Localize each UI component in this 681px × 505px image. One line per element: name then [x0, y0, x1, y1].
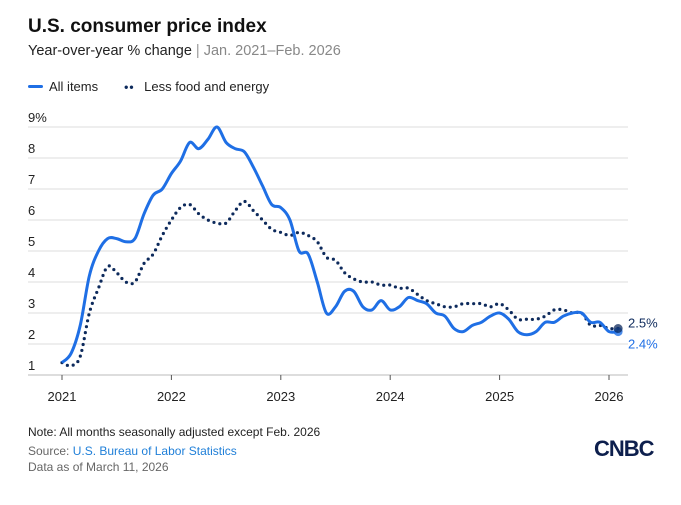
x-tick-label: 2024: [376, 389, 405, 404]
y-tick-label: 9%: [28, 110, 47, 125]
cnbc-logo: CNBC: [594, 436, 655, 461]
y-tick-label: 5: [28, 234, 35, 249]
x-tick-label: 2021: [48, 389, 77, 404]
y-tick-label: 1: [28, 358, 35, 373]
legend-label-core: Less food and energy: [144, 79, 270, 94]
end-label-all-items: 2.4%: [628, 337, 658, 352]
end-marker-core: [613, 324, 623, 333]
subtitle-text: Year-over-year % change: [28, 43, 192, 59]
y-tick-label: 3: [28, 296, 35, 311]
footer-data-date: Data as of March 11, 2026: [28, 460, 169, 474]
source-prefix: Source:: [28, 444, 73, 458]
legend: All items •• Less food and energy: [28, 79, 269, 94]
x-tick-label: 2026: [595, 389, 624, 404]
subtitle-range: Jan. 2021–Feb. 2026: [203, 43, 341, 59]
y-tick-label: 4: [28, 265, 35, 280]
y-tick-label: 6: [28, 203, 35, 218]
legend-label-all-items: All items: [49, 79, 99, 94]
x-tick-label: 2025: [485, 389, 514, 404]
y-tick-label: 7: [28, 172, 35, 187]
x-tick-label: 2022: [157, 389, 186, 404]
x-tick-label: 2023: [266, 389, 295, 404]
chart-title: U.S. consumer price index: [28, 16, 267, 37]
footer-source: Source: U.S. Bureau of Labor Statistics: [28, 444, 237, 458]
chart-subtitle: Year-over-year % change | Jan. 2021–Feb.…: [28, 43, 341, 59]
source-link[interactable]: U.S. Bureau of Labor Statistics: [72, 444, 237, 458]
legend-swatch-all-items: [28, 85, 43, 88]
end-label-core: 2.5%: [628, 316, 658, 331]
series-line-core: [60, 199, 620, 368]
legend-swatch-core: ••: [124, 79, 135, 94]
y-tick-label: 8: [28, 141, 35, 156]
y-tick-label: 2: [28, 327, 35, 342]
series-line-all-items: [60, 125, 619, 364]
footer-note: Note: All months seasonally adjusted exc…: [28, 425, 321, 439]
